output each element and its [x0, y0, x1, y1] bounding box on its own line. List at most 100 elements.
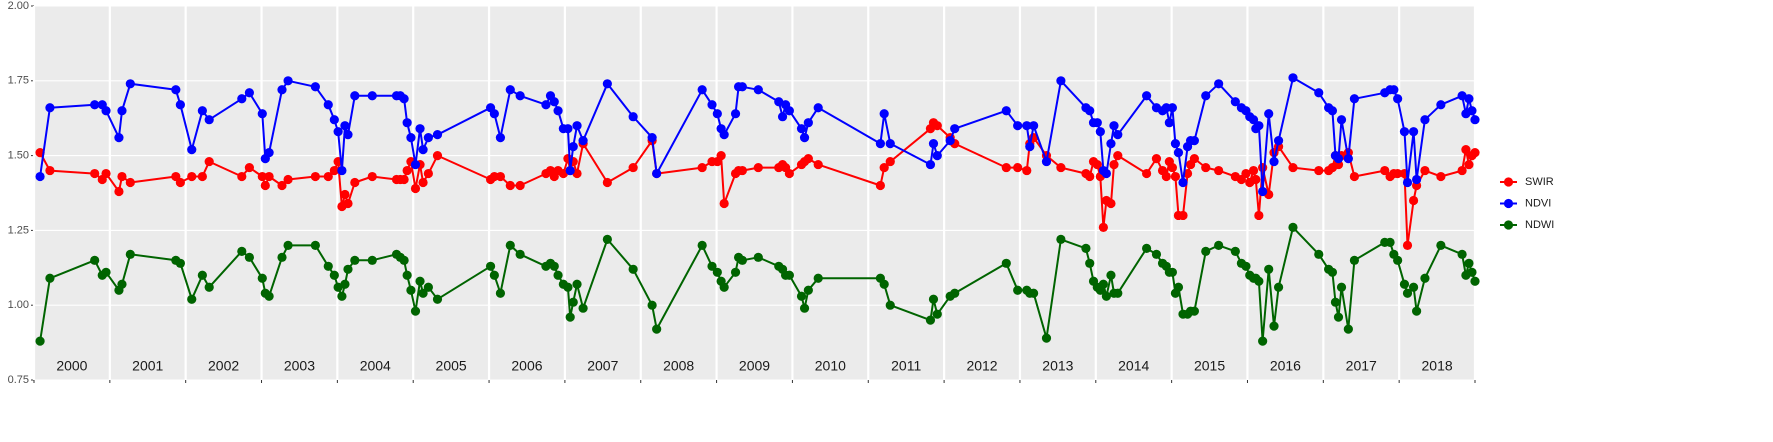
y-tick-label: 1.75 [8, 75, 29, 87]
data-point [515, 180, 525, 191]
data-point [1349, 171, 1360, 182]
data-point [1269, 156, 1279, 167]
data-point [777, 112, 788, 122]
data-point [1056, 162, 1066, 173]
data-point [423, 133, 433, 143]
data-point [565, 165, 575, 176]
data-point [1258, 186, 1268, 197]
data-point [1001, 162, 1011, 173]
data-point [237, 246, 247, 256]
data-point [1408, 195, 1419, 206]
data-point [1113, 130, 1123, 140]
data-point [1457, 249, 1467, 259]
data-point [277, 180, 287, 191]
data-point [1230, 97, 1240, 107]
data-point [323, 100, 333, 110]
data-point [1101, 291, 1112, 301]
year-label: 2000 [56, 358, 87, 374]
data-point [1142, 168, 1152, 179]
data-point [35, 171, 45, 182]
data-point [1241, 261, 1251, 271]
data-point [485, 261, 496, 271]
data-point [1085, 106, 1095, 116]
data-point [1436, 100, 1446, 110]
series [35, 73, 1480, 197]
year-label: 2006 [511, 358, 542, 374]
data-point [197, 270, 207, 280]
data-point [337, 291, 347, 301]
data-point [187, 145, 197, 155]
data-point [568, 142, 578, 152]
data-point [1173, 148, 1184, 158]
legend-label: NDWI [1525, 219, 1554, 231]
data-point [928, 294, 939, 304]
data-point [719, 198, 729, 209]
data-point [343, 198, 353, 209]
data-point [402, 270, 412, 280]
data-point [1106, 198, 1116, 209]
data-point [1022, 121, 1032, 131]
data-point [45, 103, 55, 113]
data-point [204, 115, 214, 125]
data-point [1349, 255, 1360, 265]
data-point [950, 124, 960, 134]
data-point [402, 165, 412, 176]
data-point [1254, 121, 1264, 131]
data-point [1098, 222, 1108, 233]
year-label: 2004 [360, 358, 391, 374]
data-point [1001, 258, 1011, 268]
data-point [719, 130, 729, 140]
data-point [1343, 153, 1353, 164]
data-point [697, 162, 707, 173]
data-point [628, 112, 638, 122]
year-label: 2001 [132, 358, 163, 374]
data-point [244, 88, 254, 98]
data-point [553, 106, 563, 116]
data-point [114, 133, 124, 143]
data-point [125, 177, 135, 188]
data-point [1028, 288, 1039, 298]
data-point [1464, 94, 1474, 104]
data-point [753, 252, 763, 262]
data-point [117, 279, 127, 289]
series [35, 222, 1480, 346]
data-point [1142, 243, 1152, 253]
data-point [737, 82, 747, 92]
data-point [1420, 273, 1430, 283]
data-point [928, 139, 939, 149]
data-point [753, 85, 763, 95]
data-point [1408, 127, 1419, 137]
data-point [565, 312, 575, 322]
data-point [1248, 165, 1259, 176]
data-point [114, 186, 124, 197]
data-point [813, 103, 823, 113]
data-point [803, 153, 813, 164]
data-point [495, 133, 506, 143]
data-point [432, 151, 443, 161]
data-point [1327, 267, 1338, 277]
data-point [568, 297, 578, 307]
data-point [707, 100, 717, 110]
legend-label: SWIR [1525, 176, 1554, 188]
data-point [1402, 288, 1413, 298]
data-point [730, 109, 741, 119]
data-point [1085, 258, 1095, 268]
data-point [1333, 153, 1344, 164]
data-point [652, 324, 662, 334]
data-point [1470, 148, 1480, 158]
y-tick-label: 2.00 [8, 0, 29, 12]
data-point [101, 168, 111, 179]
data-point [1214, 240, 1224, 250]
data-point [563, 124, 573, 134]
data-point [432, 294, 443, 304]
data-point [578, 136, 588, 146]
year-label: 2007 [587, 358, 618, 374]
data-point [340, 279, 350, 289]
data-point [418, 145, 428, 155]
data-point [1106, 139, 1116, 149]
data-point [125, 79, 135, 89]
data-point [410, 306, 421, 316]
legend-swatch [1503, 220, 1514, 230]
y-tick-label: 1.25 [8, 224, 29, 236]
data-point [572, 121, 582, 131]
